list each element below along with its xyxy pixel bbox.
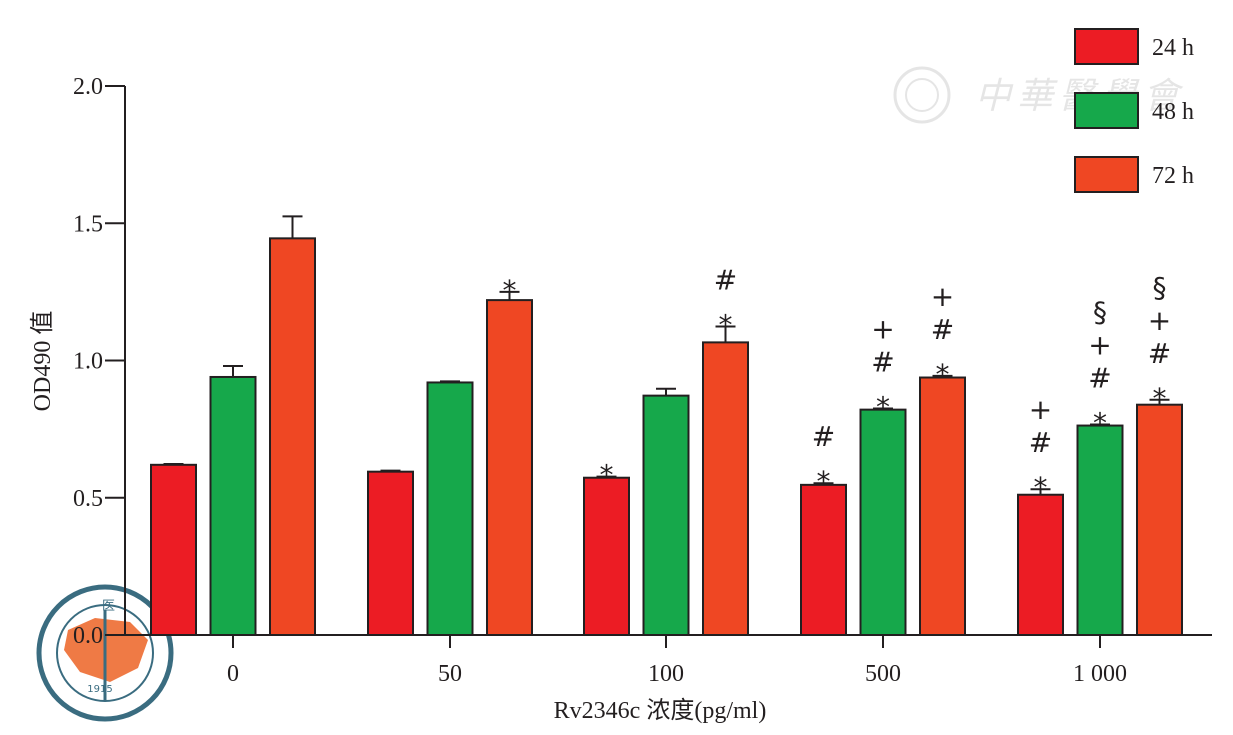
bar-48h-0 <box>209 375 257 636</box>
bar-24h-500 <box>800 483 847 637</box>
significance-mark: * <box>719 308 733 341</box>
bar-72h-50 <box>486 299 533 636</box>
significance-mark: # <box>714 263 737 296</box>
significance-mark: + <box>1148 304 1171 337</box>
significance-mark: # <box>871 346 894 379</box>
significance-mark: # <box>931 313 954 346</box>
significance-mark: # <box>1148 337 1171 370</box>
y-tick-label: 2.0 <box>73 74 103 100</box>
legend-swatch <box>1074 156 1139 193</box>
x-tick-label: 0 <box>227 661 239 687</box>
significance-mark: * <box>1153 382 1167 415</box>
bar-24h-1000 <box>1017 493 1064 636</box>
bar-48h-1000 <box>1076 424 1124 636</box>
significance-mark: * <box>1093 406 1107 439</box>
bar-72h-0 <box>269 237 316 636</box>
legend-label: 48 h <box>1152 99 1194 125</box>
y-tick-label: 1.0 <box>73 349 103 375</box>
significance-mark: * <box>876 391 890 424</box>
y-tick-label: 0.0 <box>73 623 103 649</box>
legend-label: 24 h <box>1152 35 1194 61</box>
significance-mark: § <box>1153 271 1167 304</box>
significance-mark: + <box>1088 328 1111 361</box>
bar-72h-500 <box>919 376 966 636</box>
bar-48h-500 <box>859 408 907 636</box>
x-axis-label: Rv2346c 浓度(pg/ml) <box>554 697 767 724</box>
significance-mark: § <box>1093 295 1107 328</box>
svg-text:医: 医 <box>102 599 115 614</box>
significance-mark: * <box>817 465 831 498</box>
bar-48h-50 <box>426 381 474 636</box>
bar-48h-100 <box>642 394 690 636</box>
significance-mark: * <box>600 459 614 492</box>
svg-text:1915: 1915 <box>87 684 112 695</box>
cma-logo: 医 1915 <box>36 584 174 722</box>
bar-72h-100 <box>702 341 749 636</box>
x-tick-label: 100 <box>648 661 684 687</box>
watermark-seal: 中華醫學會 <box>893 66 1179 124</box>
legend-swatch <box>1074 92 1139 129</box>
bar-24h-50 <box>367 470 414 636</box>
x-tick-label: 1 000 <box>1073 661 1127 687</box>
x-tick-label: 50 <box>438 661 462 687</box>
bar-24h-100 <box>583 476 630 636</box>
bar-72h-1000 <box>1136 403 1183 636</box>
significance-mark: # <box>1029 426 1052 459</box>
legend-swatch <box>1074 28 1139 65</box>
bar-24h-0 <box>150 463 197 636</box>
y-tick-label: 1.5 <box>73 211 103 237</box>
significance-mark: + <box>871 313 894 346</box>
significance-mark: * <box>503 274 517 307</box>
significance-mark: # <box>1088 361 1111 394</box>
y-axis-label: OD490 值 <box>29 311 56 412</box>
significance-mark: * <box>936 358 950 391</box>
x-tick-label: 500 <box>865 661 901 687</box>
significance-mark: + <box>931 280 954 313</box>
significance-mark: # <box>812 420 835 453</box>
y-tick-label: 0.5 <box>73 486 103 512</box>
legend-label: 72 h <box>1152 163 1194 189</box>
significance-mark: * <box>1034 471 1048 504</box>
significance-mark: + <box>1029 393 1052 426</box>
